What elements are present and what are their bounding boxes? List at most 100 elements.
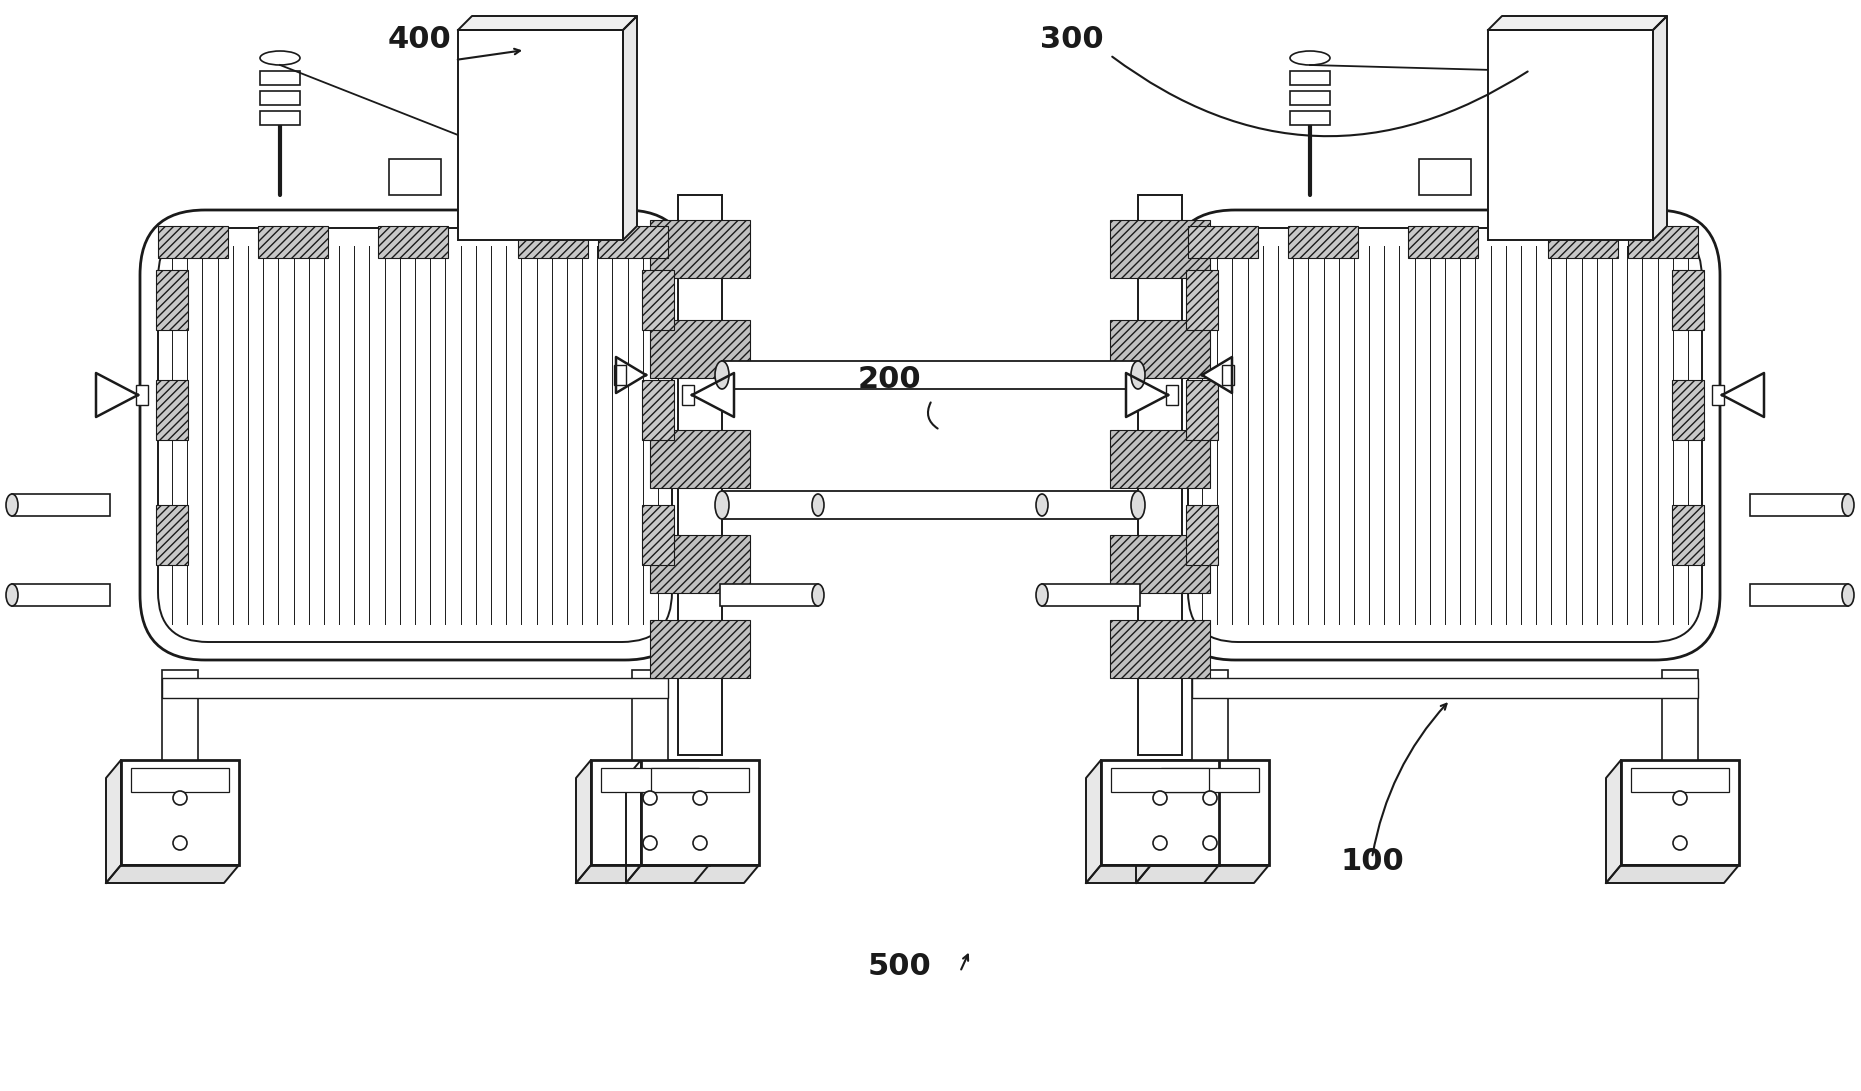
Bar xyxy=(261,71,300,85)
Polygon shape xyxy=(577,865,709,883)
Bar xyxy=(1418,159,1470,195)
Bar xyxy=(649,620,750,678)
Ellipse shape xyxy=(6,584,19,606)
Polygon shape xyxy=(1087,760,1102,883)
Bar xyxy=(1185,505,1217,565)
Polygon shape xyxy=(625,760,640,883)
Ellipse shape xyxy=(1535,128,1545,137)
Bar xyxy=(1187,226,1258,257)
Polygon shape xyxy=(577,760,592,883)
Polygon shape xyxy=(1087,865,1219,883)
Bar xyxy=(1137,195,1182,755)
Polygon shape xyxy=(1721,373,1764,417)
Bar xyxy=(1290,91,1331,105)
Bar xyxy=(158,226,229,257)
Bar xyxy=(136,385,149,405)
Bar xyxy=(1712,385,1723,405)
Ellipse shape xyxy=(1154,836,1167,850)
Bar xyxy=(720,494,819,516)
Polygon shape xyxy=(1489,16,1667,29)
Bar xyxy=(458,29,623,240)
FancyBboxPatch shape xyxy=(1187,228,1703,642)
Ellipse shape xyxy=(1131,491,1145,519)
Bar xyxy=(1671,505,1705,565)
Bar xyxy=(722,361,1137,389)
Bar xyxy=(261,91,300,105)
Bar xyxy=(121,760,238,865)
Bar xyxy=(156,380,188,440)
Ellipse shape xyxy=(715,491,730,519)
Text: 400: 400 xyxy=(387,25,452,53)
Bar xyxy=(677,195,722,755)
Bar xyxy=(389,159,441,195)
Text: 300: 300 xyxy=(1040,25,1104,53)
Bar xyxy=(517,226,588,257)
Polygon shape xyxy=(616,357,646,393)
Ellipse shape xyxy=(811,494,824,516)
Ellipse shape xyxy=(1037,584,1048,606)
Bar xyxy=(722,491,1137,519)
Bar xyxy=(1749,494,1848,516)
Bar xyxy=(614,365,625,385)
Bar xyxy=(651,768,748,792)
Bar xyxy=(11,494,110,516)
Bar xyxy=(1185,269,1217,329)
Bar xyxy=(642,380,674,440)
Bar xyxy=(1530,118,1552,148)
Bar xyxy=(642,269,674,329)
Bar xyxy=(156,505,188,565)
Ellipse shape xyxy=(1154,791,1167,805)
Ellipse shape xyxy=(491,144,499,152)
Polygon shape xyxy=(1135,865,1269,883)
Ellipse shape xyxy=(173,791,186,805)
Bar xyxy=(649,535,750,594)
Text: 500: 500 xyxy=(867,952,932,981)
Ellipse shape xyxy=(644,791,657,805)
Polygon shape xyxy=(1202,357,1232,393)
FancyBboxPatch shape xyxy=(140,209,690,660)
Bar xyxy=(649,320,750,377)
Bar xyxy=(601,768,700,792)
Bar xyxy=(1193,670,1228,760)
Bar xyxy=(1548,226,1617,257)
Polygon shape xyxy=(623,16,636,240)
Polygon shape xyxy=(106,760,121,883)
Ellipse shape xyxy=(1842,584,1854,606)
Ellipse shape xyxy=(692,836,707,850)
Polygon shape xyxy=(1606,760,1621,883)
Bar xyxy=(11,584,110,606)
Bar xyxy=(1288,226,1359,257)
Bar xyxy=(1150,760,1269,865)
Ellipse shape xyxy=(1520,144,1530,152)
Bar xyxy=(1102,760,1219,865)
Bar xyxy=(1489,29,1653,240)
Polygon shape xyxy=(692,373,733,417)
FancyBboxPatch shape xyxy=(1171,209,1720,660)
Bar xyxy=(1749,584,1848,606)
Text: 100: 100 xyxy=(1340,847,1403,876)
Bar xyxy=(1109,320,1210,377)
Bar xyxy=(261,111,300,125)
Ellipse shape xyxy=(261,51,300,65)
Bar xyxy=(720,584,819,606)
Bar xyxy=(1161,768,1260,792)
Ellipse shape xyxy=(173,836,186,850)
Bar xyxy=(592,760,709,865)
Ellipse shape xyxy=(504,128,515,137)
Bar xyxy=(259,226,328,257)
Polygon shape xyxy=(106,865,238,883)
Bar xyxy=(649,430,750,488)
Bar xyxy=(1409,226,1478,257)
Polygon shape xyxy=(625,865,759,883)
Bar xyxy=(1167,385,1178,405)
Bar xyxy=(642,505,674,565)
Bar xyxy=(1193,678,1697,698)
Bar xyxy=(499,118,523,148)
Bar xyxy=(1671,380,1705,440)
Polygon shape xyxy=(1126,373,1169,417)
Bar xyxy=(1630,768,1729,792)
Bar xyxy=(1621,760,1738,865)
Bar xyxy=(1185,380,1217,440)
Bar xyxy=(1111,768,1210,792)
Bar xyxy=(597,226,668,257)
